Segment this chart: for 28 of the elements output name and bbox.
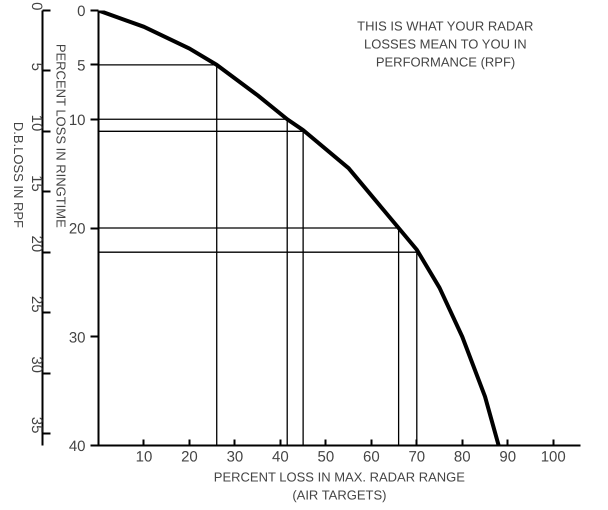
y-tick-label: 5 [77,57,86,74]
y2-tick-label: 35 [28,416,45,434]
y-axis-title: PERCENT LOSS IN RINGTIME [53,44,68,228]
x-tick-label: 90 [499,448,516,466]
x-tick-label: 70 [408,448,426,466]
x-tick-label: 30 [226,448,244,466]
y2-tick-label: 20 [28,235,45,252]
annotation: THIS IS WHAT YOUR RADAR LOSSES MEAN TO YOU IN PERFORMANCE (RPF) [357,18,534,70]
y2-tick-label: 25 [28,296,45,313]
x-tick-label: 50 [318,448,334,466]
y-tick-label: 30 [68,329,86,346]
x-tick-label: 80 [454,448,471,466]
x-tick-label: 40 [272,448,289,466]
x-tick-label: 20 [181,448,198,466]
y2-tick-label: 10 [28,114,45,132]
x-tick-label: 60 [362,448,380,466]
y2-tick-label: 30 [28,356,45,374]
y2-tick-label: 15 [28,175,45,192]
x-tick-label: 10 [136,448,152,466]
y2-axis-title: D.B.LOSS IN RPF [11,122,26,228]
y-tick-label: 0 [77,3,86,20]
y-tick-label: 40 [68,438,86,455]
y2-tick-label: 0 [28,2,45,10]
y-tick-label: 20 [68,220,86,238]
x-axis-title: PERCENT LOSS IN MAX. RADAR RANGE (AIR TARGETS) [214,470,466,502]
y2-tick-label: 5 [28,62,45,71]
y-tick-label: 10 [68,112,86,129]
x-tick-label: 100 [540,448,566,466]
